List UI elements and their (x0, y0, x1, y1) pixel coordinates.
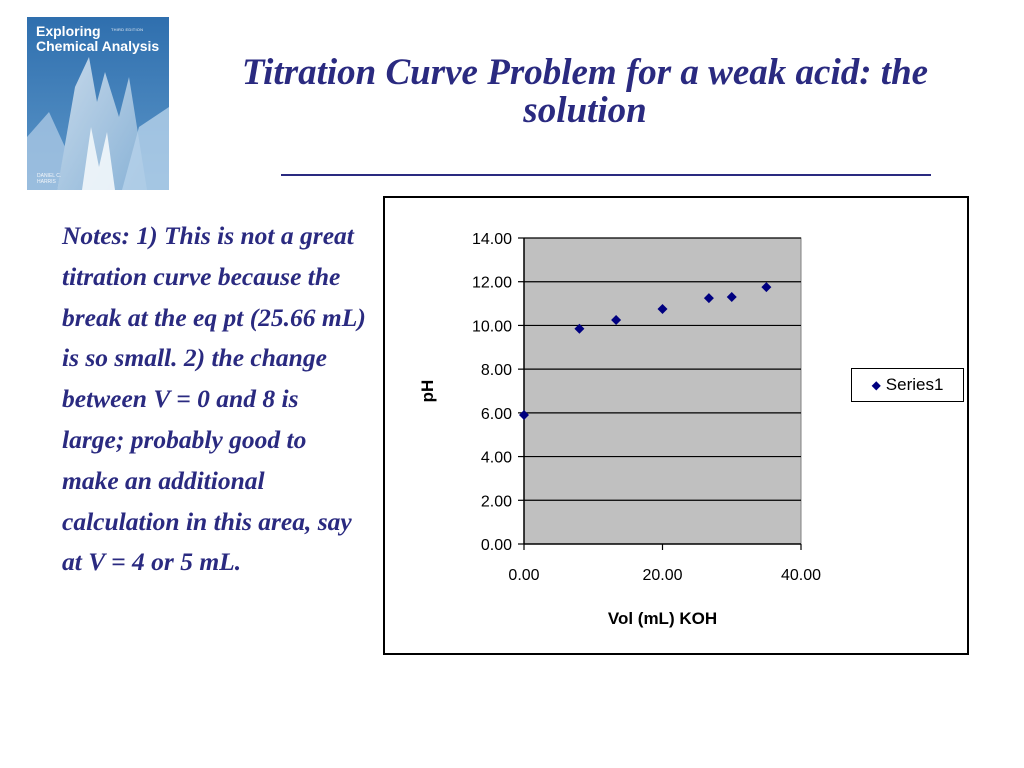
chart-svg: 0.00 2.00 4.00 6.00 8.00 10.00 12.00 14.00 0.00 2… (418, 231, 821, 628)
y-tick-label: 2.00 (481, 493, 512, 510)
data-point (611, 314, 622, 325)
y-tick-label: 14.00 (472, 231, 512, 248)
x-tick-label: 0.00 (508, 567, 539, 584)
y-tick-label: 4.00 (481, 450, 512, 467)
x-tick-label: 40.00 (781, 567, 821, 584)
axis-ticks: 0.00 2.00 4.00 6.00 8.00 10.00 12.00 14.00 0.00 2… (472, 231, 821, 584)
book-cover-image: Exploring Chemical Analysis THIRD EDITIO… (27, 17, 169, 190)
y-tick-label: 8.00 (481, 362, 512, 379)
data-point (726, 292, 737, 303)
data-point (657, 304, 668, 315)
title-underline (281, 174, 931, 176)
chart-legend: ◆ Series1 (851, 368, 964, 402)
book-title: Exploring Chemical Analysis (36, 23, 160, 54)
book-author: DANIEL C. HARRIS (37, 173, 62, 185)
legend-diamond-icon: ◆ (871, 378, 881, 392)
y-tick-label: 12.00 (472, 275, 512, 292)
x-axis-label: Vol (mL) KOH (608, 609, 717, 628)
data-point (519, 410, 529, 421)
data-point (574, 323, 585, 334)
plot-area (523, 237, 802, 545)
legend-series-label: Series1 (885, 375, 944, 394)
x-tick-label: 20.00 (642, 567, 682, 584)
y-axis-label: pH (418, 380, 437, 403)
notes-text: Notes: 1) This is not a great titration … (62, 221, 366, 577)
data-points (519, 282, 772, 421)
y-tick-label: 0.00 (481, 537, 512, 554)
slide-title: Titration Curve Problem for a weak acid:… (241, 52, 929, 131)
y-tick-label: 10.00 (472, 318, 512, 335)
data-point (703, 293, 714, 304)
y-tick-label: 6.00 (481, 406, 512, 423)
glacier-illustration (27, 17, 169, 190)
chart-frame: 0.00 2.00 4.00 6.00 8.00 10.00 12.00 14.00 0.00 2… (383, 196, 969, 655)
data-point (761, 282, 772, 293)
gridlines (524, 237, 801, 501)
book-edition: THIRD EDITION (111, 27, 144, 32)
